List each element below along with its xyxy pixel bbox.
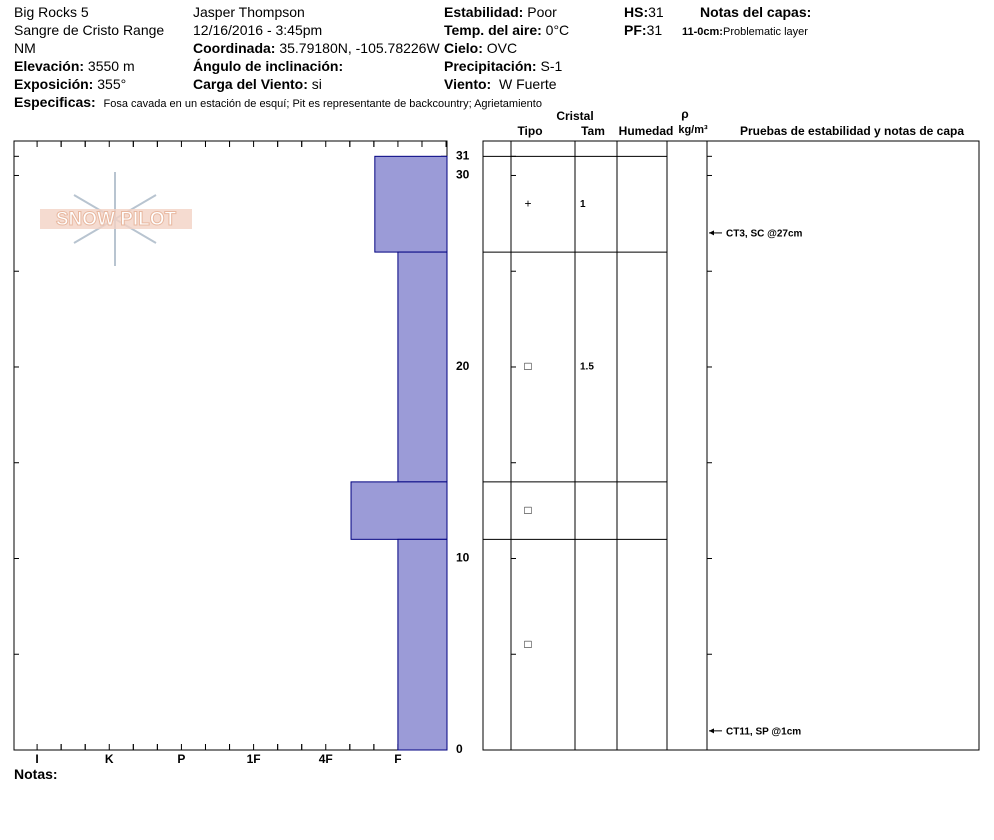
field: Especificas: Fosa cavada en un estación … — [14, 94, 542, 112]
th: Pruebas de estabilidad y notas de capa — [740, 124, 964, 138]
observer: Jasper Thompson — [193, 4, 305, 20]
value: S-1 — [540, 58, 563, 74]
site: Big Rocks 5 — [14, 4, 89, 20]
field: Carga del Viento: si — [193, 76, 322, 92]
th: Tipo — [517, 124, 542, 138]
logo-text: SNOW PILOT — [56, 209, 177, 230]
y-tick-label: 31 — [456, 148, 470, 162]
test-label: CT11, SP @1cm — [726, 726, 801, 737]
field: Coordinada: 35.79180N, -105.78226W — [193, 40, 440, 56]
datetime: 12/16/2016 - 3:45pm — [193, 22, 323, 38]
hardness-bar — [374, 155, 448, 253]
th: Humedad — [619, 124, 674, 138]
label: Cielo: — [444, 40, 483, 56]
grain-size: 1.5 — [580, 362, 594, 373]
test-label: CT3, SC @27cm — [726, 229, 803, 240]
y-tick-label: 20 — [456, 359, 470, 373]
grain-form: □ — [524, 503, 531, 517]
hardness-bar — [397, 251, 448, 483]
th: Tam — [581, 124, 605, 138]
field: Cielo: OVC — [444, 40, 518, 56]
x-tick-label: 1F — [247, 752, 261, 766]
label: Carga del Viento: — [193, 76, 308, 92]
column-lines — [510, 141, 708, 750]
x-tick-label: 4F — [319, 752, 333, 766]
th: kg/m³ — [678, 124, 708, 136]
arrow-head — [709, 728, 714, 734]
hardness-bar — [350, 481, 448, 540]
label: Exposición: — [14, 76, 94, 92]
value: W Fuerte — [498, 76, 557, 92]
label: Notas: — [14, 766, 58, 782]
value: 31 — [646, 22, 663, 38]
label: Especificas: — [14, 94, 96, 110]
label: Temp. del aire: — [444, 22, 542, 38]
grain-form: □ — [524, 637, 531, 651]
value: 3550 m — [87, 58, 135, 74]
label: Ángulo de inclinación: — [193, 58, 344, 74]
x-tick-label: I — [35, 752, 38, 766]
y-tick-label: 10 — [456, 551, 470, 565]
field: Ángulo de inclinación: — [193, 58, 343, 74]
value: OVC — [486, 40, 518, 56]
field: Elevación: 3550 m — [14, 58, 135, 74]
arrow-head — [709, 230, 714, 236]
state: NM — [14, 40, 36, 56]
x-tick-label: F — [394, 752, 401, 766]
notes-label: Notas: — [14, 766, 58, 782]
value: 35.79180N, -105.78226W — [279, 40, 440, 56]
field: PF:31 — [624, 22, 662, 38]
field: Estabilidad: Poor — [444, 4, 557, 20]
field: HS:31 — [624, 4, 664, 20]
value: Poor — [527, 4, 557, 20]
field: Precipitación: S-1 — [444, 58, 562, 74]
value: 0°C — [545, 22, 570, 38]
value: 355° — [97, 76, 127, 92]
y-tick-label: 0 — [456, 742, 463, 756]
label: Precipitación: — [444, 58, 537, 74]
value: 31 — [648, 4, 664, 20]
layer-note: 11-0cm:Problematic layer — [682, 24, 808, 40]
th: Cristal — [556, 109, 593, 123]
x-tick-label: K — [105, 752, 114, 766]
value: Problematic layer — [722, 26, 808, 38]
field: Viento: W Fuerte — [444, 76, 557, 92]
field: Exposición: 355° — [14, 76, 126, 92]
grain-size: 1 — [580, 199, 586, 210]
layer-notes-title: Notas del capas: — [700, 4, 811, 20]
table-frame — [482, 140, 980, 751]
label: Elevación: — [14, 58, 85, 74]
label: Estabilidad: — [444, 4, 524, 20]
value: Fosa cavada en un estación de esquí; Pit… — [103, 98, 542, 110]
value: si — [311, 76, 322, 92]
logo-band — [40, 209, 192, 229]
grain-form: □ — [524, 359, 531, 373]
table-header: Cristal Tipo Tam Humedad ρ kg/m³ Pruebas… — [517, 107, 964, 138]
label: HS: — [624, 4, 649, 20]
label: Coordinada: — [193, 40, 276, 56]
label: PF: — [624, 22, 647, 38]
field: Temp. del aire: 0°C — [444, 22, 569, 38]
hardness-bar — [397, 538, 448, 751]
y-tick-label: 30 — [456, 168, 470, 182]
x-tick-label: P — [177, 752, 185, 766]
label: Notas del capas: — [700, 4, 812, 20]
th: ρ — [681, 107, 688, 121]
grain-form: + — [524, 196, 531, 210]
range: Sangre de Cristo Range — [14, 22, 165, 38]
label: Viento: — [444, 76, 492, 92]
label: 11-0cm: — [682, 26, 723, 38]
